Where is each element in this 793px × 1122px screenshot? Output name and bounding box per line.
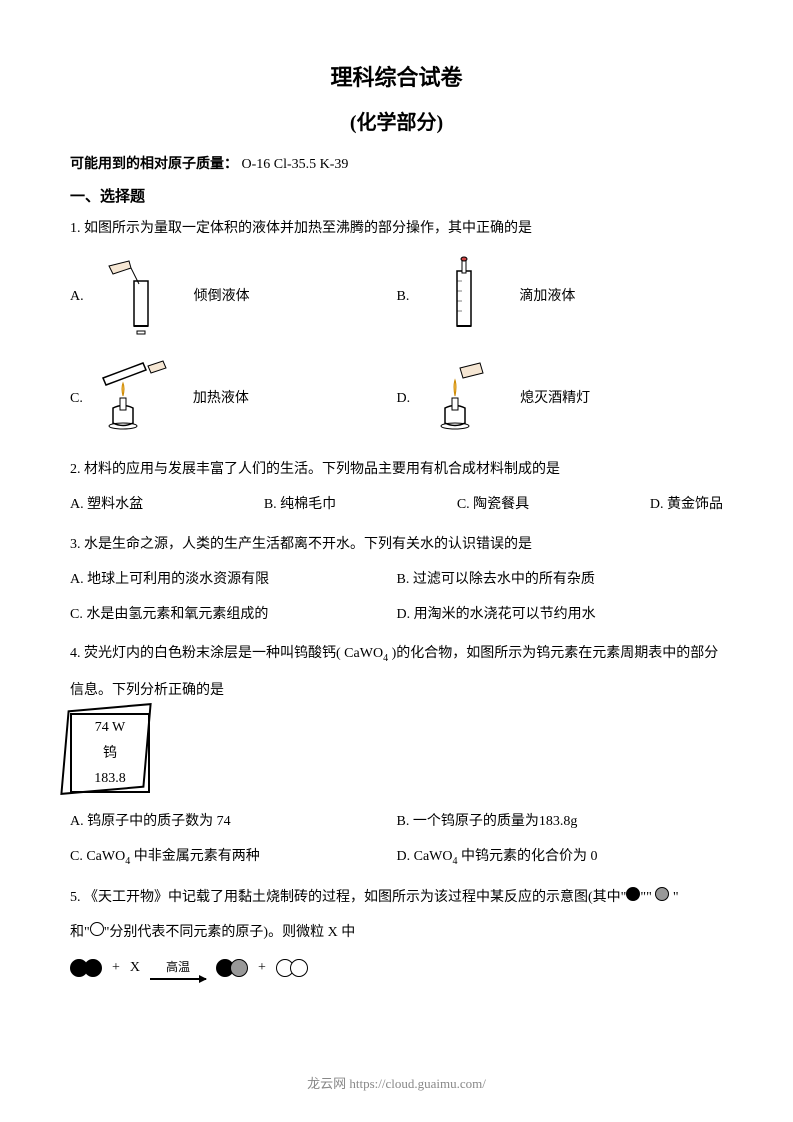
- atomic-mass-line: 可能用到的相对原子质量： O-16 Cl-35.5 K-39: [70, 153, 723, 173]
- q2-a: A. 塑料水盆: [70, 492, 143, 517]
- q4-c-a: C.: [70, 849, 86, 864]
- q4-d-b: 中钨元素的化合价为 0: [458, 849, 598, 864]
- q1-option-b: B. 滴加液体: [397, 251, 724, 341]
- q4-c-b: 中非金属元素有两种: [130, 849, 260, 864]
- q4-formula1: CaWO: [344, 646, 383, 661]
- q4-stem-a: 4. 荧光灯内的白色粉末涂层是一种叫钨酸钙(: [70, 646, 344, 661]
- q5-stem-d: 和": [70, 925, 90, 940]
- q2-d: D. 黄金饰品: [650, 492, 723, 517]
- q4-b: B. 一个钨原子的质量为183.8g: [397, 809, 724, 834]
- q1-d-label: D.: [397, 386, 411, 411]
- q1-d-caption: 熄灭酒精灯: [520, 386, 590, 411]
- q5-stem-c: ": [669, 890, 678, 905]
- plus-1: +: [112, 955, 120, 980]
- plus-2: +: [258, 955, 266, 980]
- question-2: 2. 材料的应用与发展丰富了人们的生活。下列物品主要用有机合成材料制成的是 A.…: [70, 457, 723, 517]
- q4-stem: 4. 荧光灯内的白色粉末涂层是一种叫钨酸钙( CaWO4 )的化合物，如图所示为…: [70, 641, 723, 668]
- product-1-icon: [216, 959, 248, 977]
- reactant-x: X: [130, 955, 140, 980]
- atomic-mass-values: O-16 Cl-35.5 K-39: [242, 157, 349, 172]
- q1-stem: 1. 如图所示为量取一定体积的液体并加热至沸腾的部分操作，其中正确的是: [70, 216, 723, 241]
- q4-c: C. CaWO4 中非金属元素有两种: [70, 844, 397, 871]
- q1-b-illustration: [419, 251, 509, 341]
- q3-d: D. 用淘米的水浇花可以节约用水: [397, 602, 724, 627]
- q5-stem-b: "": [640, 890, 655, 905]
- element-name: 钨: [103, 741, 117, 766]
- q4-b-a: B. 一个钨原子的质量为: [397, 814, 539, 829]
- q1-a-caption: 倾倒液体: [194, 284, 250, 309]
- q1-option-a: A. 倾倒液体: [70, 251, 397, 341]
- q5-stem-line2: 和" "分别代表不同元素的原子)。则微粒 X 中: [70, 920, 723, 945]
- q1-a-illustration: [94, 251, 184, 341]
- page-title: 理科综合试卷: [70, 60, 723, 92]
- q2-c: C. 陶瓷餐具: [457, 492, 529, 517]
- q4-options: A. 钨原子中的质子数为 74 B. 一个钨原子的质量为183.8g C. Ca…: [70, 809, 723, 871]
- q5-stem-a: 5. 《天工开物》中记载了用黏土烧制砖的过程，如图所示为该过程中某反应的示意图(…: [70, 890, 626, 905]
- q1-option-d: D. 熄灭酒精灯: [397, 353, 724, 443]
- q1-options: A. 倾倒液体 B.: [70, 251, 723, 443]
- page-subtitle: (化学部分): [70, 106, 723, 135]
- q3-b: B. 过滤可以除去水中的所有杂质: [397, 567, 724, 592]
- legend-black-icon: [626, 887, 640, 901]
- product-2-icon: [276, 959, 308, 977]
- q4-stem-b: )的化合物，如图所示为钨元素在元素周期表中的部分: [388, 646, 718, 661]
- q4-stem-c: 信息。下列分析正确的是: [70, 678, 723, 703]
- arrow-label: 高温: [166, 957, 190, 979]
- q1-b-caption: 滴加液体: [519, 284, 575, 309]
- legend-gray-icon: [655, 887, 669, 901]
- question-3: 3. 水是生命之源，人类的生产生活都离不开水。下列有关水的认识错误的是 A. 地…: [70, 532, 723, 628]
- legend-white-icon: [90, 922, 104, 936]
- q4-c-formula: CaWO: [86, 849, 125, 864]
- reactant-1-icon: [70, 959, 102, 977]
- q4-d-formula: CaWO: [414, 849, 453, 864]
- q4-d-a: D.: [397, 849, 414, 864]
- q3-c: C. 水是由氢元素和氧元素组成的: [70, 602, 397, 627]
- q3-stem: 3. 水是生命之源，人类的生产生活都离不开水。下列有关水的认识错误的是: [70, 532, 723, 557]
- q2-stem: 2. 材料的应用与发展丰富了人们的生活。下列物品主要用有机合成材料制成的是: [70, 457, 723, 482]
- question-4: 4. 荧光灯内的白色粉末涂层是一种叫钨酸钙( CaWO4 )的化合物，如图所示为…: [70, 641, 723, 871]
- q1-d-illustration: [420, 353, 510, 443]
- q1-a-label: A.: [70, 284, 84, 309]
- q4-a: A. 钨原子中的质子数为 74: [70, 809, 397, 834]
- atomic-mass-label: 可能用到的相对原子质量：: [70, 157, 238, 172]
- element-box: 74 W 钨 183.8: [70, 713, 150, 793]
- q1-c-caption: 加热液体: [193, 386, 249, 411]
- footer: 龙云网 https://cloud.guaimu.com/: [0, 1073, 793, 1092]
- q4-d: D. CaWO4 中钨元素的化合价为 0: [397, 844, 724, 871]
- section-header: 一、选择题: [70, 185, 723, 206]
- question-1: 1. 如图所示为量取一定体积的液体并加热至沸腾的部分操作，其中正确的是 A. 倾…: [70, 216, 723, 443]
- element-mass: 183.8: [94, 766, 126, 791]
- q1-c-illustration: [93, 353, 183, 443]
- q1-c-label: C.: [70, 386, 83, 411]
- reaction-diagram: + X 高温 +: [70, 955, 723, 980]
- q3-a: A. 地球上可利用的淡水资源有限: [70, 567, 397, 592]
- q1-b-label: B.: [397, 284, 410, 309]
- q2-options: A. 塑料水盆 B. 纯棉毛巾 C. 陶瓷餐具 D. 黄金饰品: [70, 492, 723, 517]
- q1-option-c: C. 加热液体: [70, 353, 397, 443]
- q3-options: A. 地球上可利用的淡水资源有限 B. 过滤可以除去水中的所有杂质 C. 水是由…: [70, 567, 723, 627]
- reaction-arrow-icon: 高温: [150, 957, 206, 980]
- question-5: 5. 《天工开物》中记载了用黏土烧制砖的过程，如图所示为该过程中某反应的示意图(…: [70, 885, 723, 981]
- q5-stem-line1: 5. 《天工开物》中记载了用黏土烧制砖的过程，如图所示为该过程中某反应的示意图(…: [70, 885, 723, 910]
- element-num-sym: 74 W: [95, 715, 125, 740]
- q2-b: B. 纯棉毛巾: [264, 492, 336, 517]
- q5-stem-e: "分别代表不同元素的原子)。则微粒 X 中: [104, 925, 356, 940]
- q4-b-b: 183.8g: [539, 814, 578, 829]
